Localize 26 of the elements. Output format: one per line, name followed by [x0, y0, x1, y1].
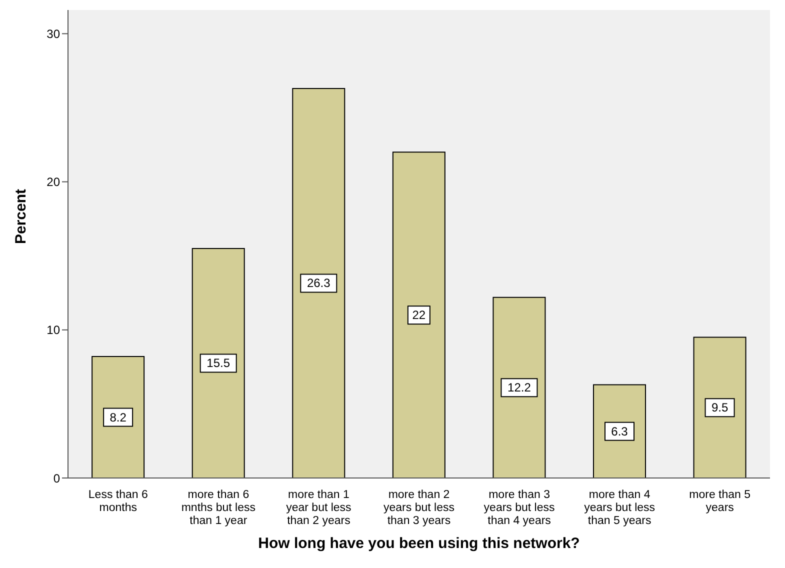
- bar: [292, 88, 346, 478]
- x-tick-label: more than 1 year but less than 2 years: [286, 489, 352, 527]
- x-tick-label: more than 6 mnths but less than 1 year: [181, 489, 256, 527]
- bar: [492, 296, 546, 478]
- bar: [192, 248, 245, 478]
- x-axis-title: How long have you been using this network?: [258, 535, 580, 552]
- data-label: 26.3: [306, 276, 331, 290]
- bar: [392, 152, 446, 478]
- bar: [693, 336, 746, 478]
- x-tick-label: more than 2 years but less than 3 years: [384, 489, 455, 527]
- y-tick-label: 0: [53, 471, 60, 486]
- data-label: 15.5: [206, 356, 230, 370]
- y-tick-label: 30: [46, 26, 60, 41]
- data-label: 12.2: [508, 380, 532, 395]
- data-label: 8.2: [110, 410, 127, 424]
- x-tick-label: more than 5 years: [689, 489, 751, 514]
- x-tick-label: Less than 6 months: [88, 489, 148, 514]
- y-tick-label: 10: [46, 323, 60, 338]
- y-axis-title: Percent: [12, 188, 30, 244]
- x-tick-label: more than 3 years but less than 4 years: [484, 489, 556, 527]
- data-label: 22: [412, 308, 426, 322]
- x-tick-label: more than 4 years but less than 5 years: [584, 489, 656, 527]
- data-label: 9.5: [711, 400, 728, 415]
- y-tick-label: 20: [46, 175, 60, 190]
- data-label: 6.3: [611, 424, 628, 438]
- bar: [92, 356, 145, 478]
